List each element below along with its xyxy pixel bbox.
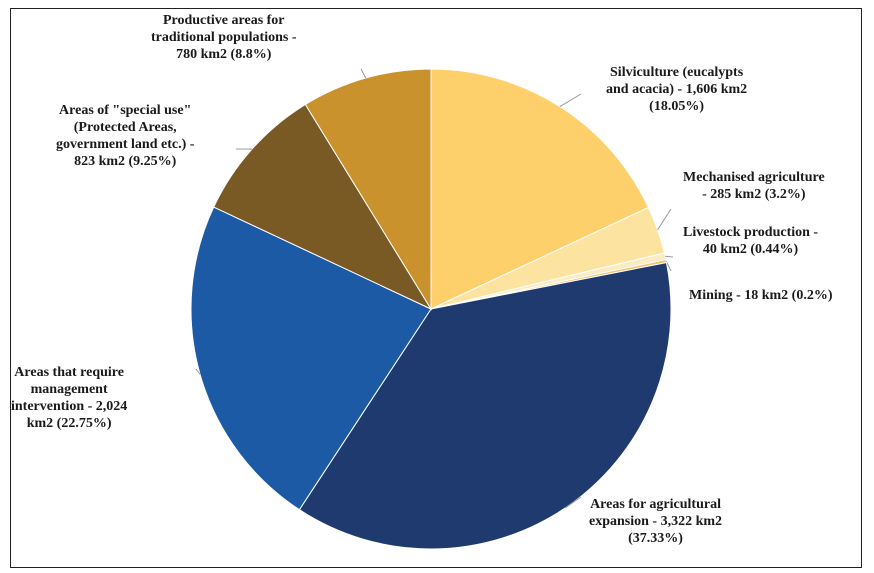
slice-label-2: Mechanised agriculture - 285 km2 (3.2%) xyxy=(683,170,825,202)
slice-label-3: Livestock production - 40 km2 (0.44%) xyxy=(683,225,819,257)
pie-slice-8 xyxy=(304,68,432,311)
slice-label-6: Areas that require management interventi… xyxy=(11,365,128,431)
slice-label-5: Areas for agricultural expansion - 3,322… xyxy=(589,497,723,546)
pie-slice-7 xyxy=(213,103,433,311)
leader-line-2 xyxy=(657,208,672,231)
leader-line-1 xyxy=(559,93,582,108)
leader-line-5 xyxy=(564,496,582,509)
slice-label-8: Productive areas for traditional populat… xyxy=(151,13,297,62)
leader-line-8 xyxy=(360,68,367,79)
slice-label-7: Areas of "special use" (Protected Areas,… xyxy=(56,103,195,169)
leader-line-3 xyxy=(665,255,674,258)
chart-frame: Silviculture (eucalypts and acacia) - 1,… xyxy=(10,8,862,568)
pie-chart xyxy=(190,68,674,550)
pie-slice-6 xyxy=(190,206,432,511)
leader-line-6 xyxy=(195,368,201,375)
slice-label-4: Mining - 18 km2 (0.2%) xyxy=(689,288,833,303)
slice-label-1: Silviculture (eucalypts and acacia) - 1,… xyxy=(606,65,748,114)
